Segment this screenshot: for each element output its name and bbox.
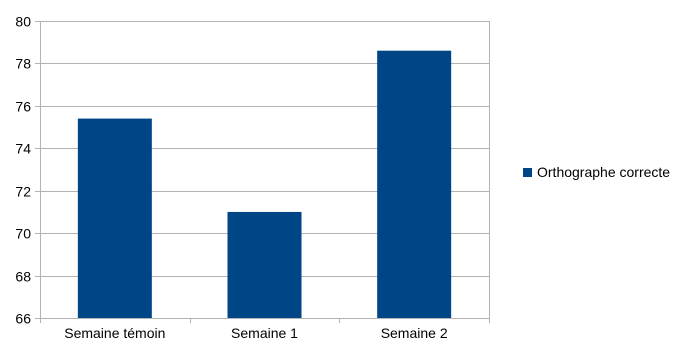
legend: Orthographe correcte	[523, 164, 670, 180]
x-tick-label: Semaine 2	[381, 325, 448, 341]
y-tick-label: 74	[15, 141, 31, 157]
x-tick-label: Semaine 1	[231, 325, 298, 341]
y-tick-label: 80	[15, 14, 31, 30]
y-tick-label: 66	[15, 311, 31, 327]
x-tick-label: Semaine témoin	[64, 325, 165, 341]
y-tick-label: 68	[15, 269, 31, 285]
y-tick-label: 78	[15, 56, 31, 72]
y-tick-label: 70	[15, 226, 31, 242]
bar	[77, 118, 152, 318]
axes: 66 68 70 72 74 76 78 80 Semaine témoin Semaine 1 S…	[15, 14, 490, 341]
bar	[227, 211, 302, 318]
legend-swatch	[523, 168, 532, 177]
bars	[77, 50, 452, 318]
bar	[377, 50, 452, 318]
y-tick-label: 76	[15, 99, 31, 115]
y-tick-label: 72	[15, 184, 31, 200]
legend-label: Orthographe correcte	[537, 164, 670, 180]
